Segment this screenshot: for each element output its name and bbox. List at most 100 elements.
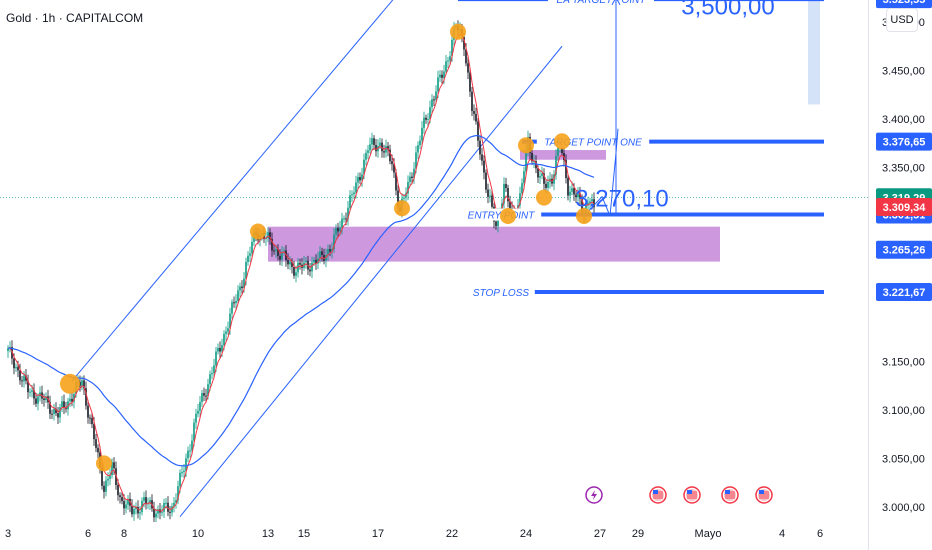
candle	[131, 499, 133, 518]
candle	[239, 282, 241, 297]
candle	[231, 299, 233, 320]
candle	[71, 392, 73, 407]
pivot-marker	[518, 137, 534, 154]
candle-body	[355, 182, 357, 193]
candle-body	[577, 193, 579, 198]
candle	[111, 458, 113, 479]
candle-body	[241, 286, 243, 289]
candle	[373, 135, 375, 150]
candle-body	[161, 511, 163, 513]
candle	[119, 492, 121, 504]
candle-body	[403, 197, 405, 199]
price-badge-target-one-bg	[876, 132, 932, 151]
candle-body	[13, 358, 15, 369]
candle	[353, 186, 355, 199]
x-tick-label: 27	[594, 528, 606, 540]
candle	[565, 154, 567, 184]
candle-body	[51, 413, 53, 415]
candle-body	[19, 370, 21, 381]
x-tick-label: 24	[520, 528, 532, 540]
candle-body	[543, 173, 545, 184]
candle-body	[123, 501, 125, 509]
candle	[181, 466, 183, 478]
candle-body	[389, 149, 391, 162]
lightning-event-icon[interactable]	[585, 486, 603, 504]
candle-body	[25, 375, 27, 381]
candle	[321, 247, 323, 262]
big-price-label-1: 3,500,00	[681, 0, 774, 20]
candle-body	[153, 508, 155, 518]
candle	[475, 107, 477, 125]
candle-body	[73, 394, 75, 402]
candle-body	[545, 183, 547, 188]
candle-body	[213, 365, 215, 373]
candle-body	[531, 152, 533, 162]
candle	[483, 155, 485, 180]
candle	[315, 254, 317, 270]
flag-event-icon[interactable]	[721, 486, 739, 504]
y-tick-label: 3.450,00	[882, 66, 925, 78]
candle-body	[463, 36, 465, 50]
candle-body	[59, 407, 61, 418]
candle-body	[237, 290, 239, 301]
candle-body	[435, 91, 437, 100]
candle	[467, 56, 469, 80]
candle-body	[541, 173, 543, 176]
candle	[45, 392, 47, 404]
candle	[155, 508, 157, 522]
candle	[41, 385, 43, 404]
candle-body	[365, 152, 367, 160]
candle-body	[165, 502, 167, 504]
candle-body	[409, 176, 411, 183]
candle-body	[383, 151, 385, 153]
y-tick-label: 3.100,00	[882, 405, 925, 417]
candle	[91, 412, 93, 429]
candle-body	[219, 347, 221, 352]
price-axis: 3.000,00 3.050,00 3.100,00 3.150,00 3.350,00…	[876, 0, 932, 514]
candle-body	[357, 177, 359, 183]
candle	[357, 172, 359, 189]
flag-event-icon[interactable]	[683, 486, 701, 504]
candle	[371, 132, 373, 152]
flag-event-icon[interactable]	[755, 486, 773, 504]
candle	[287, 253, 289, 270]
candle-body	[391, 161, 393, 165]
candle	[425, 114, 427, 124]
price-badge-zone-bg	[876, 240, 932, 259]
candle-body	[53, 408, 55, 414]
candle	[173, 497, 175, 513]
flag-event-icon[interactable]	[649, 486, 667, 504]
y-tick-label: 3.050,00	[882, 454, 925, 466]
candle	[233, 296, 235, 308]
candle-body	[15, 367, 17, 369]
candle-body	[465, 49, 467, 64]
candle	[225, 326, 227, 341]
candle-body	[235, 300, 237, 304]
candle-body	[371, 138, 373, 145]
x-tick-label: 10	[192, 528, 204, 540]
candle-body	[547, 181, 549, 188]
candle-body	[35, 398, 37, 404]
candle-body	[191, 440, 193, 451]
candle	[143, 491, 145, 508]
currency-button[interactable]: USD	[886, 8, 918, 32]
candle	[579, 186, 581, 206]
candle	[289, 256, 291, 270]
candle-body	[7, 348, 9, 352]
candle-body	[347, 207, 349, 220]
level-label-bg	[467, 285, 535, 298]
candle-body	[185, 458, 187, 471]
candle	[365, 149, 367, 166]
candle-body	[495, 221, 497, 227]
candle	[87, 399, 89, 424]
candle-body	[417, 145, 419, 153]
candle-body	[245, 261, 247, 279]
candle-body	[157, 509, 159, 514]
candle	[521, 178, 523, 198]
candle	[203, 387, 205, 402]
candle-body	[179, 472, 181, 487]
candle-body	[415, 152, 417, 169]
candle	[241, 280, 243, 294]
candle-body	[533, 161, 535, 163]
